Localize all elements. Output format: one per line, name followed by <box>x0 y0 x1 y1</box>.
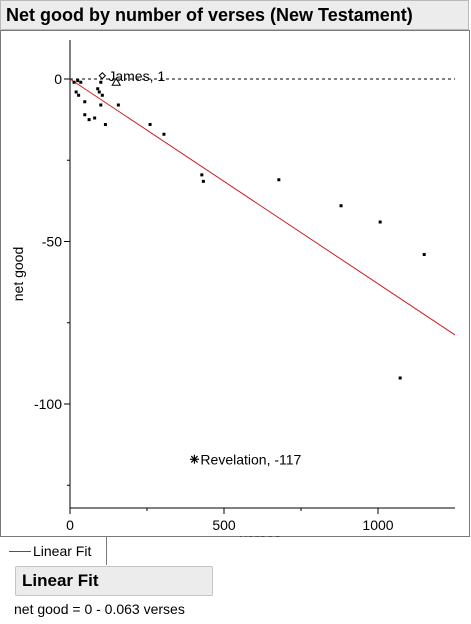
point-annotation: James, 1 <box>108 68 165 84</box>
data-point <box>97 90 101 94</box>
plot-frame <box>0 30 470 537</box>
data-point <box>83 100 87 104</box>
x-axis-label: verses <box>240 531 281 537</box>
linear-fit-report-title: Linear Fit <box>22 571 99 590</box>
data-point <box>83 113 87 117</box>
highlighted-point-star <box>189 454 199 464</box>
axes: 0 500 1000 0 -50 -100 verses net good <box>10 40 455 537</box>
x-tick-label: 0 <box>66 517 74 533</box>
data-point <box>100 93 104 97</box>
linear-fit-line <box>69 78 456 336</box>
data-point <box>74 90 78 94</box>
x-tick-label: 1000 <box>362 517 393 533</box>
data-point <box>79 80 83 84</box>
y-tick-label: -50 <box>42 234 62 250</box>
legend-label: Linear Fit <box>33 543 92 559</box>
data-point <box>96 87 100 91</box>
legend-swatch <box>9 551 31 552</box>
data-point <box>76 79 80 83</box>
y-tick-label: -100 <box>34 396 62 412</box>
data-point <box>378 220 382 224</box>
data-point <box>201 179 205 183</box>
linear-fit-report-header[interactable]: Linear Fit <box>15 566 213 596</box>
data-point <box>99 80 103 84</box>
data-point <box>339 204 343 208</box>
chart-title: Net good by number of verses (New Testam… <box>6 5 413 25</box>
data-point <box>398 376 402 380</box>
x-tick-label: 500 <box>212 517 236 533</box>
y-tick-label: 0 <box>54 71 62 87</box>
fit-layer <box>69 78 456 336</box>
legend[interactable]: Linear Fit <box>0 537 107 565</box>
data-point <box>77 93 81 97</box>
data-point <box>148 123 152 126</box>
point-annotation: Revelation, -117 <box>200 451 301 467</box>
data-point <box>162 132 166 136</box>
star-stroke <box>190 455 199 463</box>
fit-equation: net good = 0 - 0.063 verses <box>14 601 185 617</box>
points-layer <box>72 72 426 464</box>
scatter-chart[interactable]: 0 500 1000 0 -50 -100 verses net good James, 1 R… <box>0 30 470 537</box>
data-point <box>103 123 107 126</box>
data-point <box>99 103 103 107</box>
labels-layer: James, 1 Revelation, -117 <box>108 68 301 468</box>
data-point <box>72 80 76 84</box>
data-point <box>87 118 91 122</box>
highlighted-point-diamond <box>98 72 107 80</box>
chart-title-bar: Net good by number of verses (New Testam… <box>0 0 469 30</box>
highlighted-point-triangle <box>111 77 122 86</box>
data-point <box>422 253 426 256</box>
data-point <box>93 116 97 120</box>
data-point <box>277 178 281 182</box>
y-axis-label: net good <box>10 247 26 302</box>
data-point <box>200 173 204 177</box>
data-point <box>116 103 120 107</box>
